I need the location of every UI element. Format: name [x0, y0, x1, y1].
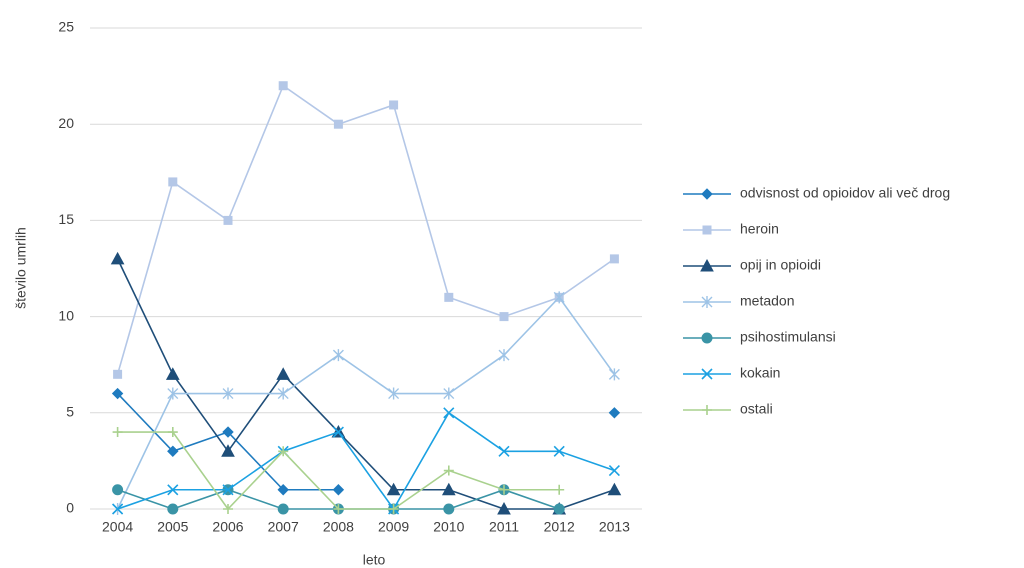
marker [499, 312, 509, 322]
marker [222, 426, 234, 438]
marker [702, 405, 712, 415]
series-line [116, 84, 615, 375]
marker [332, 349, 344, 362]
marker [111, 387, 124, 400]
x-tick-label: 2009 [378, 519, 409, 535]
marker [277, 387, 289, 400]
marker [112, 503, 124, 515]
marker [167, 387, 179, 400]
marker [498, 445, 510, 457]
marker [277, 484, 289, 496]
y-tick-label: 5 [66, 404, 74, 420]
marker [498, 349, 510, 362]
marker [609, 254, 619, 264]
marker [167, 427, 178, 438]
marker [497, 501, 511, 515]
marker [700, 258, 714, 272]
x-tick-label: 2010 [433, 519, 464, 535]
marker [607, 482, 622, 496]
legend-label: kokain [740, 365, 780, 381]
marker [701, 188, 713, 200]
marker [332, 484, 345, 496]
x-tick-label: 2012 [544, 519, 575, 535]
y-axis-title: število umrlih [13, 227, 29, 309]
y-tick-label: 0 [66, 500, 74, 516]
marker [553, 291, 565, 304]
x-tick-label: 2004 [102, 519, 133, 535]
marker [167, 445, 179, 457]
series-line [116, 258, 615, 510]
marker [444, 292, 454, 302]
legend-label: opij in opioidi [740, 257, 821, 273]
marker [333, 119, 343, 129]
x-axis-title: leto [363, 552, 386, 568]
x-tick-label: 2006 [212, 519, 243, 535]
marker [701, 368, 713, 380]
marker [113, 369, 123, 379]
marker [110, 251, 125, 265]
marker [441, 482, 456, 496]
marker [702, 225, 712, 235]
marker [167, 503, 179, 515]
marker [443, 503, 455, 515]
x-tick-label: 2008 [323, 519, 354, 535]
marker [608, 368, 620, 381]
x-tick-label: 2013 [599, 519, 630, 535]
marker [332, 426, 344, 438]
marker [112, 484, 124, 496]
marker [388, 387, 400, 400]
y-tick-label: 15 [58, 211, 74, 227]
legend-label: psihostimulansi [740, 329, 836, 345]
series-line [118, 394, 615, 490]
marker [165, 367, 180, 380]
marker [278, 446, 289, 457]
marker [222, 387, 234, 400]
legend-label: odvisnost od opioidov ali več drog [740, 185, 950, 201]
series-line [117, 411, 615, 511]
marker [554, 484, 565, 495]
marker [276, 367, 291, 380]
y-tick-label: 20 [58, 115, 74, 131]
marker [443, 387, 455, 400]
marker [443, 407, 455, 419]
marker [168, 177, 178, 187]
x-tick-label: 2011 [489, 519, 519, 535]
marker [608, 464, 620, 477]
marker [333, 504, 344, 514]
marker [386, 482, 401, 496]
marker [221, 444, 235, 457]
marker [222, 484, 234, 496]
marker [388, 504, 399, 514]
x-tick-label: 2005 [157, 519, 188, 535]
marker [499, 484, 509, 495]
y-tick-label: 25 [58, 19, 74, 35]
legend-label: metadon [740, 293, 794, 309]
marker [701, 332, 713, 344]
marker [553, 445, 565, 457]
marker [389, 100, 399, 110]
marker [553, 503, 565, 515]
marker [608, 407, 621, 419]
marker [701, 296, 713, 308]
y-tick-label: 10 [58, 307, 74, 323]
x-tick-label: 2007 [268, 519, 299, 535]
marker [112, 427, 123, 438]
marker [278, 81, 288, 91]
marker [167, 484, 179, 496]
marker [277, 503, 289, 515]
marker [443, 465, 454, 476]
marker [223, 504, 233, 514]
series-line [116, 296, 616, 510]
legend-label: heroin [740, 221, 779, 237]
marker [223, 215, 233, 225]
legend-label: ostali [740, 401, 773, 417]
